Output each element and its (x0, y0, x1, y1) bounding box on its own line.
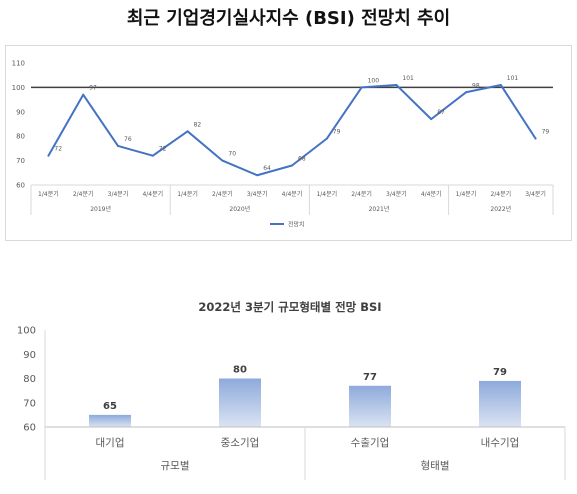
x-tick-label: 4/4분기 (282, 190, 303, 198)
data-label: 72 (54, 146, 62, 153)
x-group-label: 2022년 (490, 205, 511, 213)
x-tick-label: 내수기업 (481, 436, 520, 449)
y-tick-label: 60 (16, 182, 25, 190)
data-label: 70 (228, 151, 236, 158)
x-tick-label: 2/4분기 (351, 190, 372, 198)
y-tick-label: 70 (16, 157, 25, 165)
data-point (117, 144, 119, 147)
bar (479, 380, 521, 427)
data-label: 64 (263, 165, 271, 172)
x-group-label: 형태별 (421, 460, 450, 472)
x-tick-label: 3/4분기 (525, 190, 546, 198)
data-point (465, 91, 467, 94)
data-label: 98 (472, 82, 480, 89)
x-tick-label: 대기업 (96, 436, 125, 449)
data-point (395, 83, 398, 86)
data-point (534, 137, 537, 140)
data-label: 77 (363, 372, 377, 383)
y-tick-label: 100 (12, 84, 25, 92)
x-group-label: 2019년 (90, 205, 111, 213)
data-label: 65 (103, 401, 117, 412)
legend-label: 전망치 (288, 221, 305, 229)
data-point (360, 86, 363, 89)
data-point (499, 83, 502, 86)
data-point (47, 154, 50, 157)
y-tick-label: 100 (17, 326, 36, 337)
bar-chart-title: 2022년 3분기 규모형태별 전망 BSI (198, 300, 382, 314)
line-chart-border (5, 45, 572, 241)
y-tick-label: 110 (12, 60, 25, 68)
data-label: 76 (124, 136, 132, 143)
data-label: 80 (233, 365, 247, 376)
x-group-label: 2020년 (229, 205, 250, 213)
data-point (256, 174, 259, 177)
y-tick-label: 90 (16, 108, 25, 116)
data-point (82, 93, 85, 96)
x-group-label: 규모별 (161, 460, 190, 472)
y-tick-label: 80 (16, 133, 25, 141)
x-tick-label: 1/4분기 (316, 190, 337, 198)
data-label: 79 (333, 129, 341, 136)
y-tick-label: 80 (23, 374, 36, 385)
data-point (186, 130, 189, 133)
y-tick-label: 70 (23, 398, 36, 409)
x-tick-label: 2/4분기 (490, 190, 511, 198)
line-chart-title: 최근 기업경기실사지수 (BSI) 전망치 추이 (126, 8, 451, 29)
x-tick-label: 3/4분기 (108, 190, 129, 198)
x-tick-label: 수출기업 (351, 436, 390, 449)
data-label: 97 (89, 85, 97, 92)
data-label: 101 (507, 75, 519, 82)
x-tick-label: 1/4분기 (456, 190, 477, 198)
x-tick-label: 2/4분기 (212, 190, 233, 198)
x-group-label: 2021년 (369, 205, 390, 213)
data-point (325, 137, 328, 140)
data-point (151, 154, 154, 157)
y-tick-label: 60 (23, 423, 36, 434)
x-tick-label: 1/4분기 (177, 190, 198, 198)
x-tick-label: 2/4분기 (73, 190, 94, 198)
data-label: 87 (437, 109, 445, 116)
data-label: 100 (368, 77, 380, 84)
x-tick-label: 3/4분기 (247, 190, 268, 198)
bar (219, 378, 261, 427)
data-label: 79 (493, 367, 507, 378)
data-point (430, 118, 433, 121)
x-tick-label: 4/4분기 (142, 190, 163, 198)
x-tick-label: 1/4분기 (38, 190, 59, 198)
x-tick-label: 4/4분기 (421, 190, 442, 198)
data-label: 68 (298, 155, 306, 162)
x-tick-label: 3/4분기 (386, 190, 407, 198)
bar (89, 414, 131, 427)
data-label: 101 (402, 75, 414, 82)
series-line (47, 83, 537, 177)
data-point (291, 164, 293, 167)
data-label: 79 (542, 129, 550, 136)
data-label: 72 (159, 146, 167, 153)
data-point (221, 159, 224, 162)
x-tick-label: 중소기업 (221, 436, 260, 449)
line-chart: 60 70 80 90 100 110 1/4분기 2/4분기 3/4분기 4/4분기 1/4분기 2… (5, 45, 572, 241)
y-tick-label: 90 (23, 350, 36, 361)
bar (349, 385, 391, 427)
data-label: 82 (194, 121, 202, 128)
